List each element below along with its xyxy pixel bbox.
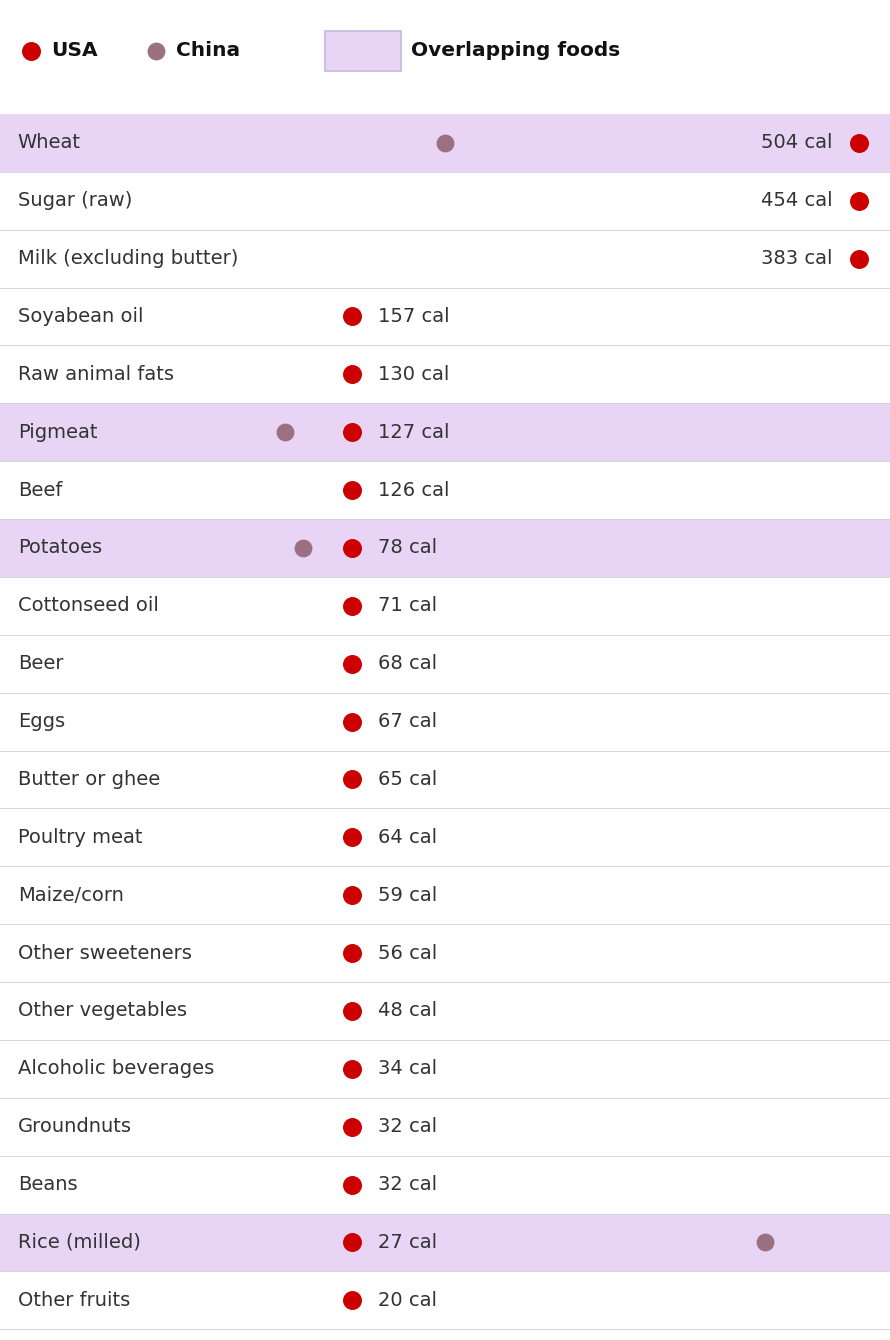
Point (344, 1116, 359, 1138)
Point (344, 884, 359, 906)
Text: 127 cal: 127 cal (378, 422, 449, 442)
Text: Pigmeat: Pigmeat (18, 422, 97, 442)
Point (344, 306, 359, 327)
Text: Poultry meat: Poultry meat (18, 828, 142, 847)
Text: 34 cal: 34 cal (378, 1060, 437, 1079)
Text: Rice (milled): Rice (milled) (18, 1233, 141, 1252)
Text: 20 cal: 20 cal (378, 1290, 437, 1309)
Point (344, 1231, 359, 1253)
Text: 67 cal: 67 cal (378, 712, 437, 732)
Text: Other vegetables: Other vegetables (18, 1001, 187, 1021)
Point (344, 422, 359, 444)
Text: Alcoholic beverages: Alcoholic beverages (18, 1060, 214, 1079)
Text: Wheat: Wheat (18, 134, 81, 153)
Point (344, 710, 359, 732)
Text: 157 cal: 157 cal (378, 307, 449, 326)
Text: Milk (excluding butter): Milk (excluding butter) (18, 249, 239, 268)
Point (344, 653, 359, 674)
Text: Overlapping foods: Overlapping foods (411, 42, 620, 60)
Text: Other sweeteners: Other sweeteners (18, 943, 191, 962)
Point (852, 248, 866, 269)
Point (295, 537, 310, 559)
Text: 383 cal: 383 cal (761, 249, 832, 268)
Point (344, 827, 359, 848)
Text: 65 cal: 65 cal (378, 770, 438, 789)
Text: 48 cal: 48 cal (378, 1001, 437, 1021)
Point (24, 40, 38, 62)
FancyBboxPatch shape (325, 31, 400, 71)
Text: Raw animal fats: Raw animal fats (18, 364, 174, 383)
Text: Maize/corn: Maize/corn (18, 886, 124, 904)
Text: 59 cal: 59 cal (378, 886, 438, 904)
Text: 68 cal: 68 cal (378, 654, 437, 673)
FancyBboxPatch shape (0, 114, 890, 172)
Text: Groundnuts: Groundnuts (18, 1118, 132, 1136)
Point (344, 363, 359, 385)
Text: Potatoes: Potatoes (18, 539, 102, 557)
Text: 454 cal: 454 cal (761, 192, 832, 210)
Text: Other fruits: Other fruits (18, 1290, 130, 1309)
Point (344, 1174, 359, 1195)
Point (344, 1000, 359, 1021)
Text: Beer: Beer (18, 654, 63, 673)
Text: Cottonseed oil: Cottonseed oil (18, 596, 158, 615)
Point (278, 422, 292, 444)
Point (438, 133, 452, 154)
Text: China: China (176, 42, 240, 60)
Text: Beans: Beans (18, 1175, 77, 1194)
Text: 78 cal: 78 cal (378, 539, 437, 557)
FancyBboxPatch shape (0, 1214, 890, 1272)
FancyBboxPatch shape (0, 519, 890, 578)
Text: 27 cal: 27 cal (378, 1233, 437, 1252)
Point (149, 40, 163, 62)
Text: USA: USA (52, 42, 98, 60)
Point (852, 133, 866, 154)
Point (344, 769, 359, 791)
Text: Sugar (raw): Sugar (raw) (18, 192, 133, 210)
Text: Beef: Beef (18, 481, 62, 500)
Point (758, 1231, 773, 1253)
Text: 130 cal: 130 cal (378, 364, 449, 383)
Text: Butter or ghee: Butter or ghee (18, 770, 160, 789)
Text: 71 cal: 71 cal (378, 596, 437, 615)
FancyBboxPatch shape (0, 403, 890, 461)
Text: 504 cal: 504 cal (761, 134, 832, 153)
Text: 32 cal: 32 cal (378, 1118, 437, 1136)
Point (344, 1289, 359, 1311)
Text: 64 cal: 64 cal (378, 828, 437, 847)
Text: 32 cal: 32 cal (378, 1175, 437, 1194)
Point (344, 1059, 359, 1080)
Point (344, 595, 359, 616)
Text: 56 cal: 56 cal (378, 943, 438, 962)
Point (344, 480, 359, 501)
Text: 126 cal: 126 cal (378, 481, 449, 500)
Text: Eggs: Eggs (18, 712, 65, 732)
Point (344, 537, 359, 559)
Point (852, 190, 866, 212)
Point (344, 942, 359, 963)
Text: Soyabean oil: Soyabean oil (18, 307, 143, 326)
